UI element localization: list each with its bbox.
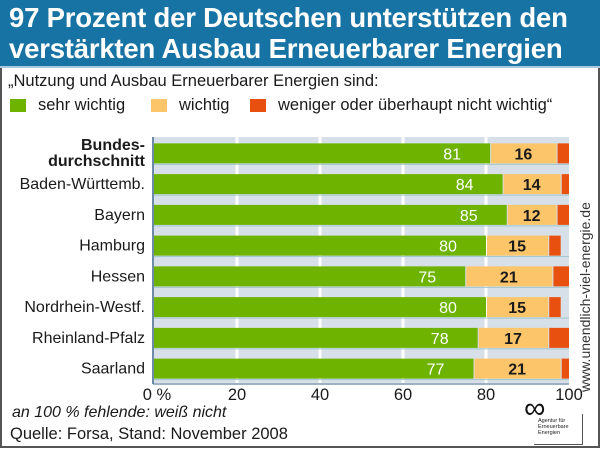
- chart-subtitle: „Nutzung und Ausbau Erneuerbarer Energie…: [8, 72, 379, 90]
- legend-label: sehr wichtig: [38, 96, 126, 114]
- data-label: 80: [439, 239, 457, 256]
- data-label: 17: [504, 331, 522, 348]
- bar-segment-wichtig: [491, 143, 557, 164]
- chart-title-line-2: verstärkten Ausbau Erneuerbarer Energien: [9, 33, 563, 64]
- legend-item-sehr-wichtig: sehr wichtig: [10, 96, 125, 115]
- bar-segment-wichtig: [466, 266, 553, 287]
- data-label: 14: [523, 177, 541, 194]
- data-label: 81: [443, 146, 461, 163]
- header-divider: [0, 66, 600, 68]
- bar-segment-weniger: [549, 327, 569, 348]
- logo-text: Agentur für Erneuerbare Energien: [538, 418, 569, 436]
- bar-segment-wichtig: [507, 204, 557, 225]
- bar-segment-weniger: [557, 143, 569, 164]
- agency-logo: ∞ Agentur für Erneuerbare Energien: [524, 394, 586, 446]
- data-label: 12: [523, 208, 541, 225]
- legend-item-weniger-wichtig: weniger oder überhaupt nicht wichtig“: [250, 96, 552, 115]
- chart-title: 97 Prozent der Deutschen unterstützen de…: [9, 2, 568, 64]
- x-tick-label: 0 %: [143, 386, 172, 404]
- category-label: Hessen: [91, 268, 145, 285]
- bar-segment-sehr: [154, 266, 466, 287]
- logo-text-line: Erneuerbare: [538, 424, 569, 430]
- category-label: Bayern: [94, 207, 145, 224]
- data-label: 21: [500, 269, 518, 286]
- footnote: an 100 % fehlende: weiß nicht: [12, 404, 227, 421]
- source-note: Quelle: Forsa, Stand: November 2008: [10, 425, 288, 443]
- data-label: 21: [508, 362, 526, 379]
- bar-segment-weniger: [549, 235, 561, 256]
- category-label: Baden-Württemb.: [20, 176, 145, 193]
- bar-segment-sehr: [154, 174, 503, 195]
- category-label: Nordrhein-Westf.: [24, 299, 145, 316]
- bar-segment-sehr: [154, 143, 491, 164]
- data-label: 15: [508, 239, 526, 256]
- bar-segment-wichtig: [503, 174, 561, 195]
- bar-segment-sehr: [154, 358, 474, 379]
- category-label: durchschnitt: [48, 153, 146, 170]
- data-label: 85: [460, 208, 478, 225]
- bar-segment-weniger: [561, 174, 569, 195]
- logo-text-line: Energien: [538, 430, 561, 436]
- infinity-icon: ∞: [524, 392, 546, 425]
- header-banner: 97 Prozent der Deutschen unterstützen de…: [0, 0, 600, 66]
- data-label: 77: [427, 362, 445, 379]
- bar-segment-weniger: [557, 204, 569, 225]
- legend-swatch-wichtig: [151, 99, 167, 112]
- x-tick-label: 80: [477, 386, 495, 404]
- bar-segment-wichtig: [474, 358, 561, 379]
- data-label: 78: [431, 331, 449, 348]
- category-label: Hamburg: [79, 238, 145, 255]
- bar-segment-sehr: [154, 204, 507, 225]
- category-label: Bundes-: [81, 137, 145, 154]
- category-label: Saarland: [81, 361, 145, 378]
- bar-segment-weniger: [553, 266, 569, 287]
- data-label: 16: [514, 146, 532, 163]
- data-label: 75: [418, 269, 436, 286]
- bar-segment-wichtig: [487, 235, 549, 256]
- logo-box: [534, 414, 583, 445]
- bar-segment-sehr: [154, 297, 486, 318]
- data-label: 84: [456, 177, 474, 194]
- x-tick-label: 40: [311, 386, 329, 404]
- bar-segment-sehr: [154, 235, 486, 256]
- logo-text-line: Agentur für: [538, 418, 566, 424]
- chart-title-line-1: 97 Prozent der Deutschen unterstützen de…: [9, 2, 568, 33]
- x-tick-label: 20: [228, 386, 246, 404]
- data-label: 15: [508, 300, 526, 317]
- category-label: Rheinland-Pfalz: [32, 330, 145, 347]
- legend-item-wichtig: wichtig: [151, 96, 229, 115]
- bar-segment-sehr: [154, 327, 478, 348]
- legend-label: wichtig: [179, 96, 230, 114]
- bar-segment-weniger: [549, 297, 561, 318]
- legend-swatch-weniger-wichtig: [250, 99, 266, 112]
- website-url[interactable]: www.unendlich-viel-energie.de: [577, 202, 593, 392]
- x-tick-label: 60: [394, 386, 412, 404]
- bar-segment-wichtig: [487, 297, 549, 318]
- bar-segment-wichtig: [478, 327, 549, 348]
- x-tick-label: 100: [555, 386, 583, 404]
- legend-label: weniger oder überhaupt nicht wichtig“: [278, 96, 553, 114]
- data-label: 80: [439, 300, 457, 317]
- bar-segment-weniger: [561, 358, 569, 379]
- legend-swatch-sehr-wichtig: [10, 99, 26, 112]
